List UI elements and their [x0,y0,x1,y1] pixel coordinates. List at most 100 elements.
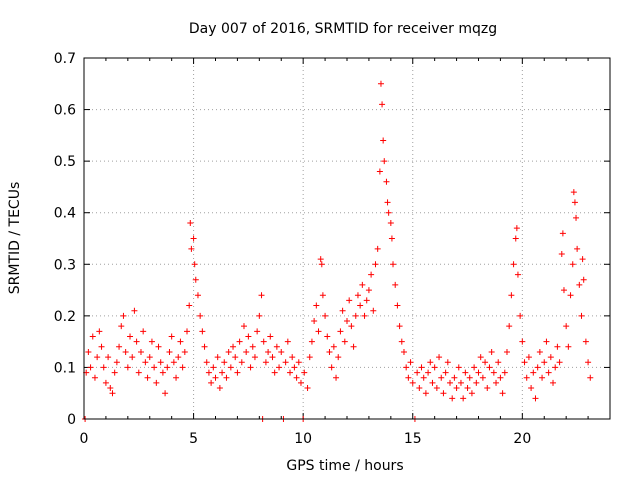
data-point [359,281,366,288]
data-point [284,338,291,345]
data-point [208,379,215,386]
data-point [396,323,403,330]
y-tick-label: 0.7 [54,51,76,67]
data-point [190,235,197,242]
y-tick-label: 0.1 [54,360,76,376]
y-tick-label: 0.5 [54,154,76,170]
y-tick-label: 0.4 [54,206,76,222]
x-axis-title: GPS time / hours [286,458,403,474]
data-point [405,374,412,381]
data-point [547,354,554,361]
data-point [287,369,294,376]
data-point [118,323,125,330]
data-point [293,374,300,381]
data-point [168,333,175,340]
data-point [578,312,585,319]
data-point [184,328,191,335]
data-point [335,354,342,361]
data-point [289,354,296,361]
data-point [131,307,138,314]
data-point [216,385,223,392]
data-point [135,369,142,376]
data-point [260,338,267,345]
y-tick-label: 0.6 [54,103,76,119]
data-point [523,374,530,381]
data-point [159,369,166,376]
data-point [96,328,103,335]
data-point [273,343,280,350]
data-point [407,359,414,366]
data-point [109,390,116,397]
data-point [486,364,493,371]
data-point [262,359,269,366]
data-point [361,312,368,319]
data-point [157,359,164,366]
data-point [475,369,482,376]
data-point [440,390,447,397]
data-point [352,312,359,319]
data-point [315,328,322,335]
data-point [427,359,434,366]
data-point [484,385,491,392]
data-point [212,374,219,381]
data-point [567,292,574,299]
data-point [137,348,144,355]
data-point [91,374,98,381]
data-point [324,333,331,340]
data-point [543,338,550,345]
data-point [552,364,559,371]
data-point [447,379,454,386]
data-point [477,354,484,361]
data-point [521,359,528,366]
data-point [388,235,395,242]
data-point [122,348,129,355]
data-point [317,256,324,263]
data-point [416,385,423,392]
data-point [571,199,578,206]
data-point [438,374,445,381]
data-point [238,359,245,366]
data-point [85,348,92,355]
data-point [344,318,350,325]
data-point [453,385,460,392]
data-point [223,374,230,381]
data-point [113,359,120,366]
data-point [348,323,355,330]
chart-title: Day 007 of 2016, SRMTID for receiver mqz… [189,21,497,37]
data-point [265,348,272,355]
data-point [243,348,250,355]
data-point [256,312,263,319]
data-point [151,364,158,371]
data-point [510,261,517,268]
data-point [497,374,504,381]
data-point [517,312,524,319]
data-point [569,261,576,268]
data-point [311,318,318,325]
data-point [422,390,429,397]
x-tick-label: 10 [294,431,312,447]
data-point [545,369,552,376]
data-point [188,245,195,252]
data-point [409,379,416,386]
data-point [370,307,377,314]
data-point [251,354,258,361]
data-point [191,261,198,268]
data-point [267,333,274,340]
x-tick-label: 15 [404,431,422,447]
data-point [201,343,208,350]
data-point [514,271,521,278]
data-point [563,323,570,330]
data-point [304,385,311,392]
data-point [587,374,594,381]
data-point [536,348,543,355]
data-point [181,348,188,355]
data-point [227,364,234,371]
data-point [368,271,375,278]
data-point [240,323,247,330]
data-point [107,385,114,392]
y-tick-label: 0.3 [54,257,76,273]
data-point [534,364,541,371]
x-tick-label: 0 [80,431,89,447]
data-point [462,369,469,376]
data-point [234,369,241,376]
